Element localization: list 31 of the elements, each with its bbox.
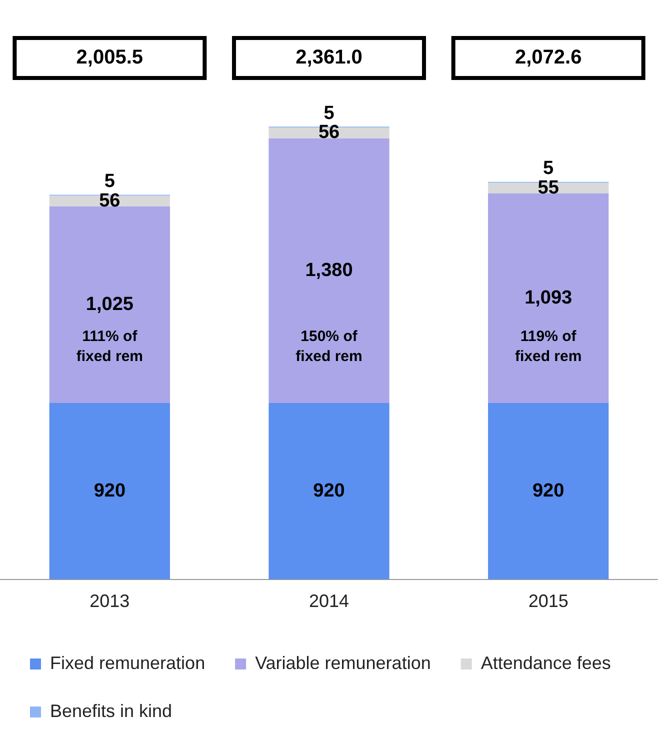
data-label: 1,025 [86,294,134,315]
data-label: 56 [99,190,120,212]
data-label: 56 [318,122,340,144]
bar [268,402,390,580]
legend-label: Benefits in kind [50,700,172,721]
legend-label: Attendance fees [480,652,611,673]
text: 2,005.5 [76,46,144,69]
data-label: 5 [104,170,116,192]
x-tick-label: 2014 [308,591,350,612]
bar [49,206,170,403]
legend-label: Variable remuneration [255,652,431,673]
bar [49,402,170,580]
legend-label: Fixed remuneration [50,652,206,673]
data-label: 920 [313,480,345,502]
bar [268,138,390,403]
annotation: 119% of fixed rem [514,328,582,366]
x-tick-label: 2015 [528,591,568,612]
text: 2,361.0 [296,46,362,69]
data-label: 5 [324,102,335,124]
data-label: 1,093 [524,287,572,308]
annotation: 150% of fixed rem [296,328,362,366]
data-label: 920 [532,480,564,502]
bar [488,402,609,580]
data-label: 55 [538,177,560,198]
bar [488,193,609,403]
data-label: 920 [94,480,126,502]
annotation: 111% of fixed rem [76,328,144,366]
text: 2,072.6 [514,46,582,69]
data-label: 5 [543,158,554,180]
data-label: 1,380 [305,260,353,281]
x-tick-label: 2013 [90,591,130,612]
